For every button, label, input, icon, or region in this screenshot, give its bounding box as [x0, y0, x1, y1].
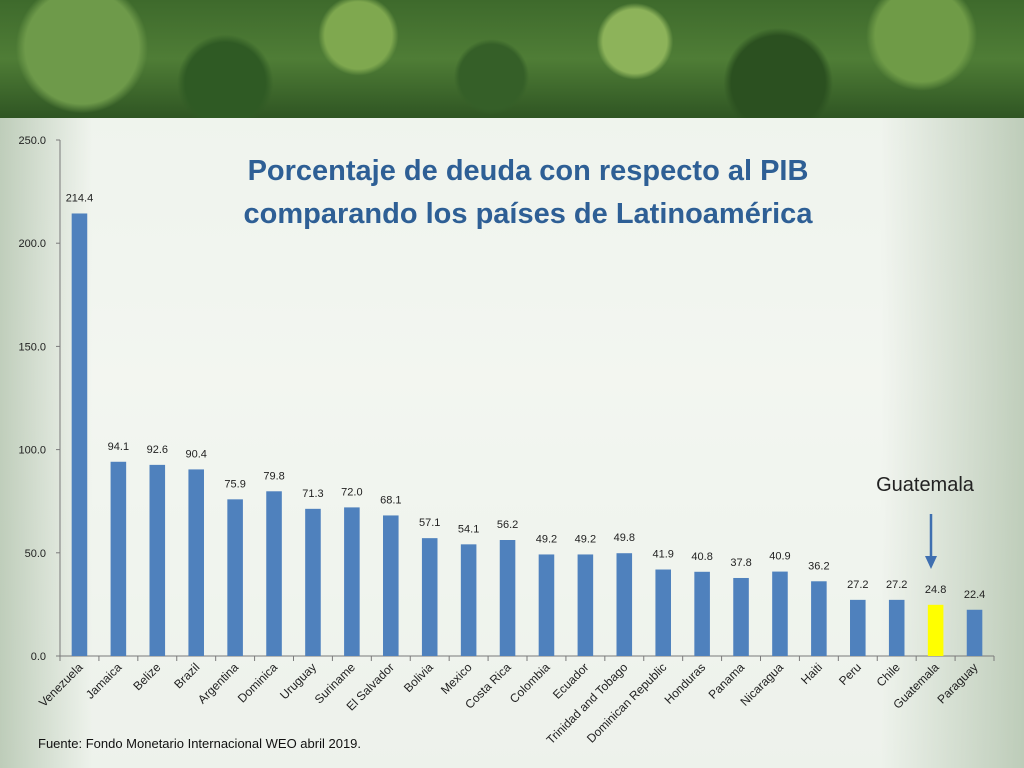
chart-title-line-1: Porcentaje de deuda con respecto al PIB: [248, 155, 809, 187]
bar-guatemala: [927, 604, 944, 656]
chart-panel: [0, 118, 1024, 768]
bar-belize: [149, 464, 166, 656]
bar-costa-rica: [499, 540, 516, 656]
bar-ecuador: [577, 554, 594, 656]
bar-jamaica: [110, 461, 127, 656]
category-label: Mexico: [438, 660, 475, 697]
y-tick-label: 150.0: [18, 341, 46, 353]
y-tick-label: 100.0: [18, 445, 46, 457]
data-label: 24.8: [925, 584, 946, 596]
bar-brazil: [188, 469, 204, 656]
y-axis-ticks: 0.0 50.0 100.0 150.0 200.0 250.0: [18, 135, 60, 663]
bar-bolivia: [421, 538, 438, 656]
data-label: 49.8: [614, 532, 635, 544]
data-label: 71.3: [302, 488, 323, 500]
data-label: 90.4: [185, 448, 206, 460]
bar-nicaragua: [772, 571, 788, 656]
bar-dominican-republic: [655, 569, 671, 656]
data-label: 72.0: [341, 486, 362, 498]
data-label: 54.1: [458, 523, 479, 535]
category-label: Colombia: [507, 660, 553, 706]
y-tick-label: 0.0: [31, 651, 46, 663]
bar-trinidad-and-tobago: [616, 553, 633, 656]
bar-paraguay: [966, 609, 983, 656]
category-label: Honduras: [662, 660, 709, 707]
data-label: 57.1: [419, 517, 440, 529]
bar-chile: [888, 599, 905, 656]
bar-el-salvador: [383, 515, 399, 656]
y-tick-label: 50.0: [25, 548, 46, 560]
data-label: 94.1: [108, 441, 129, 453]
bar-peru: [850, 599, 866, 656]
y-tick-label: 200.0: [18, 238, 46, 250]
category-label: Argentina: [195, 660, 241, 706]
data-label: 79.8: [263, 470, 284, 482]
category-label: Jamaica: [83, 660, 125, 702]
data-label: 41.9: [652, 549, 673, 561]
bar-uruguay: [305, 508, 321, 656]
bar-panama: [733, 577, 749, 656]
bar-mexico: [460, 544, 477, 656]
data-label: 49.2: [575, 533, 596, 545]
data-label: 214.4: [66, 192, 94, 204]
data-label: 36.2: [808, 560, 829, 572]
category-label: Peru: [836, 660, 864, 688]
category-label: Paraguay: [934, 660, 980, 706]
data-label: 68.1: [380, 494, 401, 506]
data-label: 92.6: [147, 444, 168, 456]
category-label: Brazil: [171, 660, 202, 691]
annotation-label: Guatemala: [876, 474, 975, 496]
source-note: Fuente: Fondo Monetario Internacional WE…: [38, 736, 361, 751]
data-label: 49.2: [536, 533, 557, 545]
data-label: 37.8: [730, 557, 751, 569]
chart-axes: [59, 140, 995, 661]
category-label: Haiti: [798, 660, 825, 687]
guatemala-annotation: Guatemala: [876, 474, 975, 569]
bar-suriname: [344, 507, 360, 656]
forest-background: [0, 118, 1024, 768]
bars: [71, 213, 983, 656]
data-label: 56.2: [497, 519, 518, 531]
category-label: Belize: [130, 660, 163, 693]
bar-venezuela: [71, 213, 88, 656]
annotation-arrow-head: [925, 556, 937, 569]
data-label: 40.9: [769, 551, 790, 563]
category-label: Nicaragua: [737, 660, 786, 709]
category-label: Chile: [874, 660, 903, 689]
forest-banner-image: [0, 0, 1024, 118]
data-label: 27.2: [886, 579, 907, 591]
category-label: Venezuela: [36, 660, 86, 710]
data-label: 27.2: [847, 579, 868, 591]
data-labels: 214.4 94.1 92.6 90.4 75.9 79.8 71.3 72.0 68.1 57.…: [66, 192, 986, 600]
data-label: 22.4: [964, 589, 985, 601]
category-label: Dominica: [235, 660, 280, 705]
category-label: Bolivia: [401, 660, 436, 695]
bar-argentina: [227, 499, 243, 656]
bar-dominica: [266, 491, 282, 656]
bar-honduras: [694, 571, 710, 656]
bar-colombia: [538, 554, 555, 656]
chart-title-line-2: comparando los países de Latinoamérica: [244, 198, 814, 230]
bar-haiti: [811, 581, 827, 656]
data-label: 40.8: [691, 551, 712, 563]
data-label: 75.9: [224, 478, 245, 490]
y-tick-label: 250.0: [18, 135, 46, 147]
